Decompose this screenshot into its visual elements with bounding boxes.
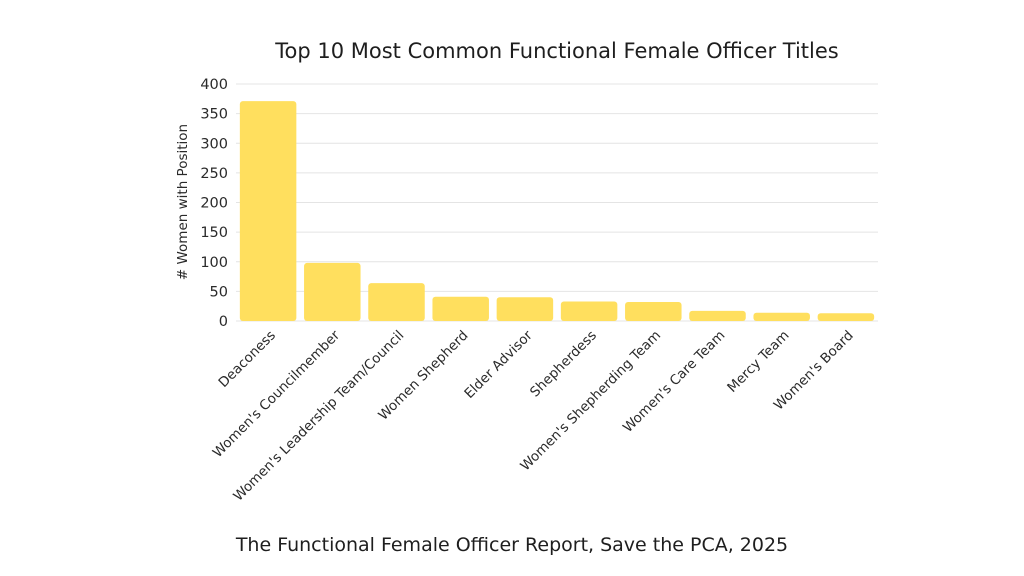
bar bbox=[304, 262, 361, 321]
y-axis-label: # Women with Position bbox=[175, 124, 191, 280]
bar bbox=[689, 310, 746, 321]
x-category-label: Shepherdess bbox=[527, 328, 600, 401]
bar bbox=[496, 297, 554, 321]
y-tick-label: 200 bbox=[200, 196, 228, 212]
y-tick-label: 100 bbox=[200, 255, 228, 271]
source-caption: The Functional Female Officer Report, Sa… bbox=[235, 534, 788, 556]
y-tick-label: 0 bbox=[219, 314, 228, 330]
bar bbox=[368, 283, 425, 321]
bar bbox=[432, 296, 489, 321]
x-category-label: Deaconess bbox=[216, 328, 279, 391]
bar bbox=[753, 312, 810, 321]
bar bbox=[239, 101, 297, 322]
bar bbox=[625, 302, 682, 321]
y-tick-label: 50 bbox=[210, 284, 228, 300]
x-category-label: Women's Councilmember bbox=[210, 327, 344, 461]
y-axis-ticks: 0 50 100 150 200 250 300 350 400 bbox=[200, 77, 228, 330]
x-category-label: Women's Shepherding Team bbox=[517, 328, 664, 475]
y-tick-label: 350 bbox=[200, 107, 228, 123]
x-category-label: Elder Advisor bbox=[461, 327, 536, 402]
x-category-label: Mercy Team bbox=[724, 328, 792, 396]
y-tick-label: 300 bbox=[200, 136, 228, 152]
bar bbox=[817, 313, 875, 321]
y-tick-label: 400 bbox=[200, 77, 228, 93]
bars bbox=[239, 101, 875, 322]
chart-title: Top 10 Most Common Functional Female Off… bbox=[274, 39, 838, 63]
y-tick-label: 250 bbox=[200, 166, 228, 182]
bar bbox=[560, 301, 618, 321]
y-tick-label: 150 bbox=[200, 225, 228, 241]
